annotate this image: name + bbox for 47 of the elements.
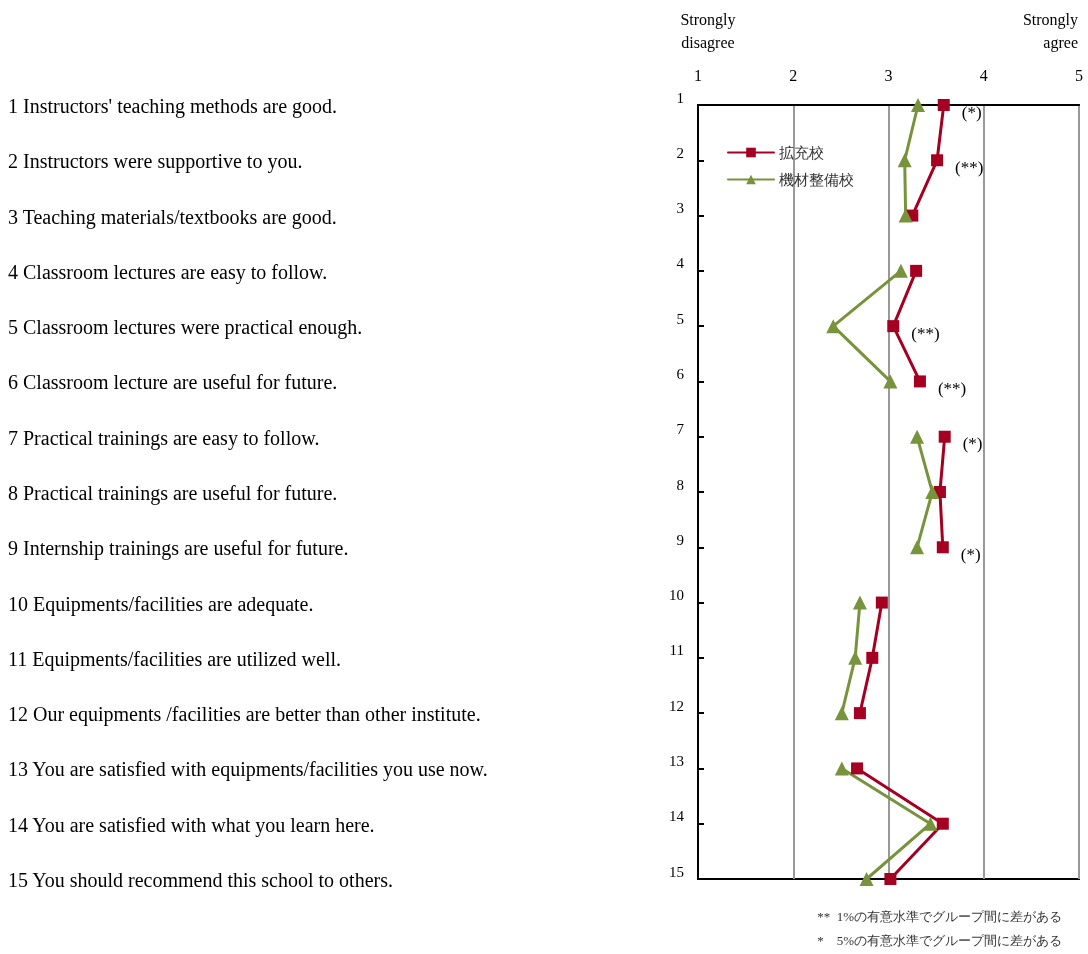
text: 4 Classroom lectures are easy to follow. (8, 260, 328, 284)
y-tick-label: 7 (676, 421, 685, 438)
text: 9 Internship trainings are useful for future. (8, 537, 349, 561)
y-tick-label: 3 (676, 200, 684, 217)
x-tick-label: 5 (1075, 66, 1083, 84)
legend-label: 機材整備校 (779, 171, 854, 188)
y-tick-label: 5 (676, 310, 684, 327)
text: 11 Equipments/facilities are utilized well. (8, 647, 342, 671)
text: * 5%の有意水準でグループ間に差がある (817, 933, 1063, 948)
text: ** 1%の有意水準でグループ間に差がある (817, 909, 1063, 924)
y-tick-label: 4 (676, 255, 685, 272)
y-tick-label: 8 (676, 476, 684, 493)
text: 8 Practical trainings are useful for future. (8, 482, 338, 505)
x-tick-label: 4 (979, 66, 988, 84)
annotation: (**) (955, 157, 984, 177)
text: Strongly disagree (680, 11, 736, 52)
y-tick-label: 15 (669, 863, 684, 880)
y-tick-label: 12 (669, 697, 684, 714)
annotation: (**) (937, 378, 967, 398)
y-tick-label: 1 (676, 89, 684, 106)
x-tick-label: 3 (884, 66, 893, 84)
text: 3 Teaching materials/textbooks are good. (8, 205, 337, 229)
text: 1 Instructors' teaching methods are good. (8, 95, 338, 118)
text: 6 Classroom lecture are useful for future. (8, 371, 338, 394)
annotation: (*) (962, 434, 983, 454)
text: 7 Practical trainings are easy to follow. (8, 426, 320, 450)
text: 2 Instructors were supportive to you. (8, 150, 303, 174)
text: 5 Classroom lectures were practical enough. (8, 316, 363, 340)
text: 13 You are satisfied with equipments/facilities you use now. (8, 758, 488, 782)
x-tick-label: 1 (694, 66, 702, 84)
legend-label: 拡充校 (779, 144, 824, 161)
y-tick-label: 6 (676, 365, 685, 382)
y-tick-label: 11 (669, 642, 684, 659)
text: 10 Equipments/facilities are adequate. (8, 592, 314, 616)
y-tick-label: 2 (676, 144, 684, 161)
y-tick-label: 14 (669, 808, 685, 825)
text: 12 Our equipments /facilities are better than other institute. (8, 703, 481, 727)
y-tick-label: 9 (676, 531, 684, 548)
text: 15 You should recommend this school to others. (8, 869, 393, 891)
y-tick-label: 13 (669, 752, 684, 769)
text: 14 You are satisfied with what you learn here. (8, 813, 375, 837)
annotation: (*) (961, 102, 982, 122)
annotation: (*) (960, 544, 981, 564)
annotation: (**) (911, 323, 940, 343)
text: Strongly agree (1022, 11, 1078, 52)
x-tick-label: 2 (789, 66, 798, 84)
y-tick-label: 10 (669, 587, 684, 604)
